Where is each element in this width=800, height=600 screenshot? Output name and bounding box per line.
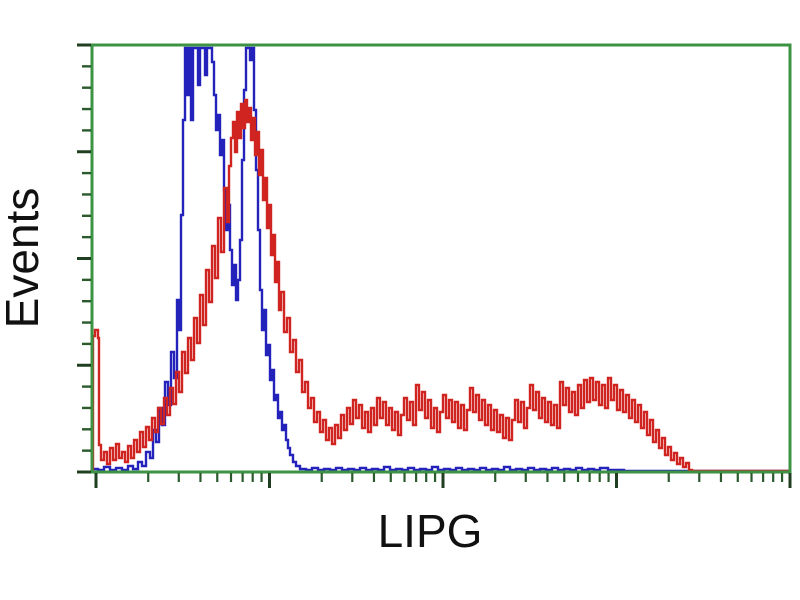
trace-blue-control-histogram <box>92 46 789 473</box>
y-axis-label: Events <box>0 188 48 329</box>
x-axis-label: LIPG <box>378 505 483 557</box>
plot-frame <box>90 43 792 474</box>
trace-red-anti-LIPG-histogram <box>91 98 789 473</box>
axis-ticks <box>77 43 792 488</box>
histogram-traces <box>91 46 789 473</box>
